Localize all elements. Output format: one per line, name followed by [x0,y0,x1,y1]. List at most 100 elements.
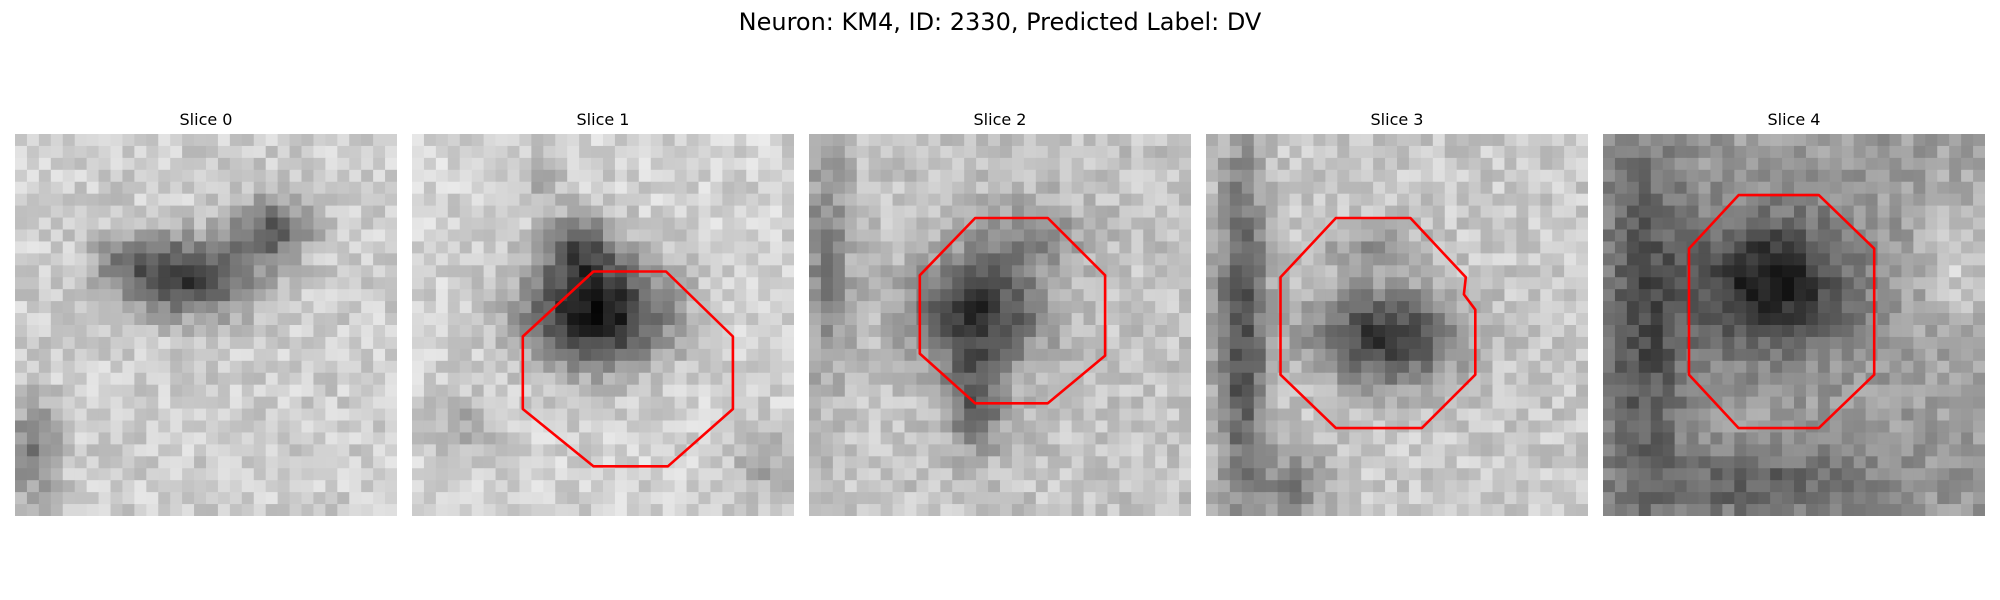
pixel [1889,157,1903,171]
pixel [1444,372,1458,386]
pixel [543,444,556,457]
pixel [952,193,965,207]
pixel [447,265,461,278]
pixel [892,265,906,278]
pixel [1961,432,1974,445]
pixel [1432,444,1446,457]
pixel [940,289,953,302]
pixel [686,229,700,243]
pixel [1540,456,1553,469]
pixel [170,265,183,278]
pixel [1167,492,1180,505]
pixel [1011,325,1025,338]
pixel [964,157,977,171]
pixel [1794,384,1807,398]
pixel [1540,372,1553,386]
pixel [38,456,52,469]
pixel [988,145,1001,159]
pixel [1492,313,1506,326]
pixel [531,205,544,219]
pixel [1107,504,1120,516]
pixel [1913,277,1926,290]
pixel [361,336,374,350]
pixel [1638,456,1652,469]
pixel [1408,265,1422,278]
pixel [15,265,28,278]
pixel [1229,372,1243,386]
pixel [1528,157,1541,171]
pixel [1889,265,1903,278]
pixel [1853,336,1867,350]
pixel [1662,360,1676,374]
pixel [277,396,291,410]
pixel [928,504,941,516]
pixel [289,253,303,266]
pixel [507,408,521,422]
pixel [1770,289,1783,302]
pixel [1265,277,1279,290]
pixel [940,313,953,326]
pixel [1432,217,1446,231]
pixel [1071,229,1085,243]
pixel [880,456,894,469]
pixel [1504,372,1517,386]
pixel [662,241,676,254]
pixel [1540,444,1553,457]
pixel [1071,181,1085,195]
pixel [1540,157,1553,171]
pixel [1468,241,1482,254]
pixel [1794,396,1807,410]
pixel [1373,384,1386,398]
pixel [1217,408,1231,422]
pixel [182,504,195,516]
pixel [856,253,870,266]
pixel [746,408,759,422]
pixel [1167,277,1180,290]
pixel [1626,205,1640,219]
pixel [301,456,315,469]
pixel [1420,217,1434,231]
pixel [1397,456,1410,469]
pixel [1456,193,1470,207]
pixel [1576,205,1588,219]
pixel [1071,444,1085,457]
pixel [277,193,291,207]
pixel [483,504,497,516]
pixel [746,348,759,362]
pixel [1023,289,1037,302]
pixel [217,217,231,231]
pixel [988,313,1001,326]
pixel [361,229,374,243]
pixel [820,169,834,183]
pixel [170,492,183,505]
pixel [880,181,894,195]
pixel [361,134,374,147]
pixel [868,396,882,410]
pixel [1674,134,1688,147]
pixel [1217,289,1231,302]
pixel [1313,253,1326,266]
pixel [1059,193,1073,207]
pixel [1853,193,1867,207]
pixel [1408,134,1422,147]
pixel [782,265,794,278]
pixel [26,408,40,422]
pixel [952,217,965,231]
pixel [1241,313,1255,326]
pixel [182,277,195,290]
pixel [253,265,267,278]
pixel [1119,372,1132,386]
pixel [1674,205,1688,219]
pixel [734,277,747,290]
pixel [471,336,485,350]
pixel [1456,504,1470,516]
pixel [1011,229,1025,243]
pixel [1253,157,1267,171]
pixel [614,444,628,457]
pixel [1961,134,1974,147]
pixel [1071,456,1085,469]
pixel [1949,313,1962,326]
pixel [277,468,291,481]
pixel [686,325,700,338]
pixel [1734,432,1747,445]
